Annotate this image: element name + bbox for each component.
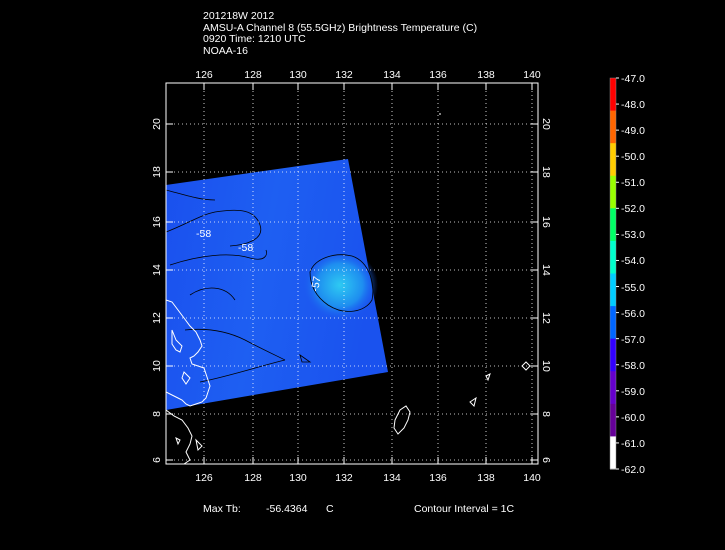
colorbar-gradient <box>610 78 616 470</box>
lon-labels-top: 126 128 130 132 134 136 138 140 <box>195 69 541 81</box>
lon-tick-label: 132 <box>335 69 353 81</box>
colorbar-segment <box>610 403 616 437</box>
lon-tick-label: 130 <box>289 472 307 484</box>
map-header: 201218W 2012 AMSU-A Channel 8 (55.5GHz) … <box>203 10 478 57</box>
colorbar: -47.0 -48.0 -49.0 -50.0 -51.0 -52.0 -53.… <box>609 73 645 476</box>
lon-tick-label: 134 <box>383 69 401 81</box>
lat-tick-label: 8 <box>151 411 163 417</box>
colorbar-label: -60.0 <box>621 412 645 424</box>
lon-tick-label: 136 <box>429 472 447 484</box>
contour-label: -57 <box>309 275 323 292</box>
colorbar-label: -57.0 <box>621 334 645 346</box>
colorbar-segment <box>610 338 616 372</box>
coastlines <box>166 113 531 464</box>
lon-tick-label: 140 <box>523 472 541 484</box>
colorbar-label: -55.0 <box>621 282 645 294</box>
lon-tick-label: 138 <box>477 472 495 484</box>
lat-tick-label: 6 <box>540 457 552 463</box>
lat-tick-label: 10 <box>151 360 163 372</box>
lat-tick-label: 20 <box>540 118 552 130</box>
storm-id-line: 201218W 2012 <box>203 10 275 22</box>
contours <box>166 189 374 383</box>
lon-tick-label: 132 <box>335 472 353 484</box>
colorbar-segment <box>610 78 616 112</box>
lon-tick-label: 126 <box>195 472 213 484</box>
contour-label: -58 <box>238 242 253 254</box>
lon-tick-label: 136 <box>429 69 447 81</box>
colorbar-label: -50.0 <box>621 151 645 163</box>
lat-tick-label: 8 <box>540 411 552 417</box>
colorbar-label: -62.0 <box>621 464 645 476</box>
warm-spot <box>302 249 378 321</box>
colorbar-labels: -47.0 -48.0 -49.0 -50.0 -51.0 -52.0 -53.… <box>621 73 645 476</box>
colorbar-label: -56.0 <box>621 308 645 320</box>
colorbar-label: -48.0 <box>621 99 645 111</box>
lat-tick-label: 12 <box>540 312 552 324</box>
colorbar-label: -58.0 <box>621 360 645 372</box>
colorbar-label: -53.0 <box>621 229 645 241</box>
colorbar-segment <box>610 273 616 307</box>
max-tb-value: -56.4364 <box>266 503 308 515</box>
max-tb-label: Max Tb: <box>203 503 241 515</box>
contour-interval: Contour Interval = 1C <box>414 503 515 515</box>
lon-tick-label: 138 <box>477 69 495 81</box>
colorbar-segment <box>610 208 616 242</box>
swath <box>166 159 388 410</box>
lon-labels-bottom: 126 128 130 132 134 136 138 140 <box>195 472 541 484</box>
colorbar-label: -54.0 <box>621 255 645 267</box>
tick-marks <box>166 83 538 464</box>
colorbar-segment <box>610 371 616 405</box>
lat-labels-right: 6 8 10 12 14 16 18 20 <box>540 118 552 463</box>
colorbar-label: -47.0 <box>621 73 645 85</box>
lat-tick-label: 18 <box>540 166 552 178</box>
max-tb-unit: C <box>326 503 334 515</box>
colorbar-label: -61.0 <box>621 438 645 450</box>
satellite-line: NOAA-16 <box>203 44 248 57</box>
colorbar-label: -49.0 <box>621 125 645 137</box>
lon-tick-label: 126 <box>195 69 213 81</box>
colorbar-frame <box>609 77 617 470</box>
lat-tick-label: 12 <box>151 312 163 324</box>
channel-title-line: AMSU-A Channel 8 (55.5GHz) Brightness Te… <box>203 21 478 34</box>
lat-tick-label: 14 <box>151 264 163 276</box>
colorbar-label: -59.0 <box>621 386 645 398</box>
colorbar-segment <box>610 436 616 470</box>
colorbar-segment <box>610 143 616 177</box>
lon-tick-label: 128 <box>244 472 262 484</box>
colorbar-segment <box>610 240 616 274</box>
lat-tick-label: 10 <box>540 360 552 372</box>
lat-tick-label: 6 <box>151 457 163 463</box>
colorbar-label: -51.0 <box>621 177 645 189</box>
lon-tick-label: 140 <box>523 69 541 81</box>
lat-tick-label: 16 <box>540 216 552 228</box>
lon-tick-label: 130 <box>289 69 307 81</box>
colorbar-segment <box>610 175 616 209</box>
lat-tick-label: 14 <box>540 264 552 276</box>
lat-tick-label: 16 <box>151 216 163 228</box>
lat-labels-left: 6 8 10 12 14 16 18 20 <box>151 118 163 463</box>
lat-tick-label: 20 <box>151 118 163 130</box>
lon-tick-label: 134 <box>383 472 401 484</box>
time-line: 0920 Time: 1210 UTC <box>203 33 306 45</box>
colorbar-segment <box>610 110 616 144</box>
lat-tick-label: 18 <box>151 166 163 178</box>
lon-tick-label: 128 <box>244 69 262 81</box>
colorbar-ticks <box>616 77 619 470</box>
contour-label: -58 <box>196 228 211 240</box>
colorbar-label: -52.0 <box>621 203 645 215</box>
map-frame <box>165 82 539 465</box>
colorbar-segment <box>610 306 616 340</box>
